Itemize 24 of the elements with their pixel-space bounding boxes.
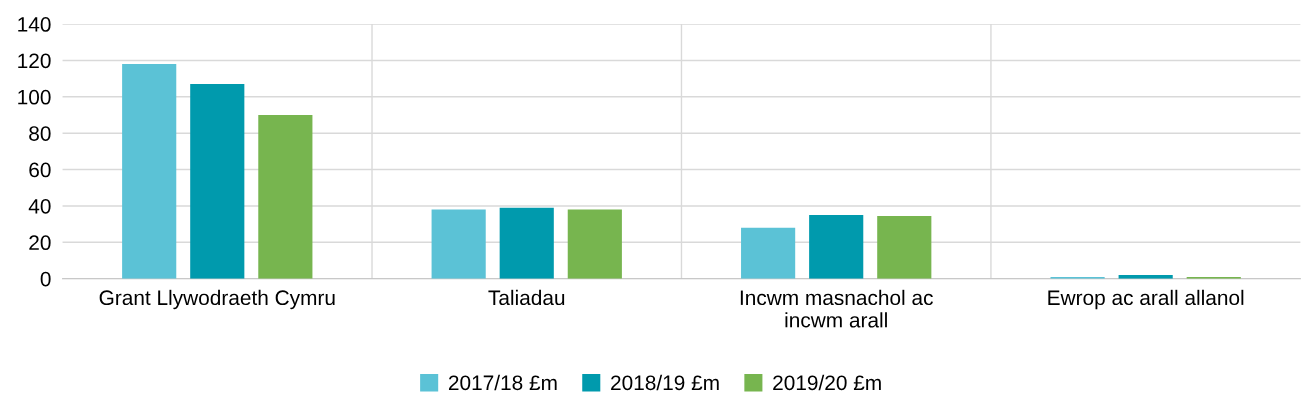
y-tick-label: 40 — [28, 198, 51, 214]
y-tick-label: 100 — [18, 89, 51, 105]
x-tick-label: Taliadau — [488, 289, 565, 306]
y-tick-label: 60 — [29, 162, 51, 178]
bar — [741, 227, 796, 279]
bar — [809, 215, 864, 279]
bar — [877, 215, 932, 279]
bar — [258, 115, 313, 279]
x-tick-label: Grant Llywodraeth Cymru — [99, 289, 335, 310]
y-tick-label: 20 — [29, 235, 51, 251]
legend-label: 2019/20 £m — [773, 374, 881, 391]
x-tick-label: Incwm masnachol ac incwm arall — [740, 289, 933, 328]
bar — [499, 207, 554, 279]
legend-label: 2018/19 £m — [611, 374, 719, 391]
legend-label: 2017/18 £m — [448, 374, 557, 391]
y-tick-label: 0 — [40, 271, 51, 287]
bar — [431, 209, 486, 279]
x-tick-label: Ewrop ac arall allanol — [1048, 289, 1244, 310]
y-tick-label: 120 — [18, 53, 51, 69]
bar — [190, 84, 245, 279]
bar — [122, 64, 177, 279]
bar — [567, 209, 622, 279]
y-tick-label: 80 — [29, 126, 51, 141]
y-tick-label: 140 — [18, 17, 51, 32]
